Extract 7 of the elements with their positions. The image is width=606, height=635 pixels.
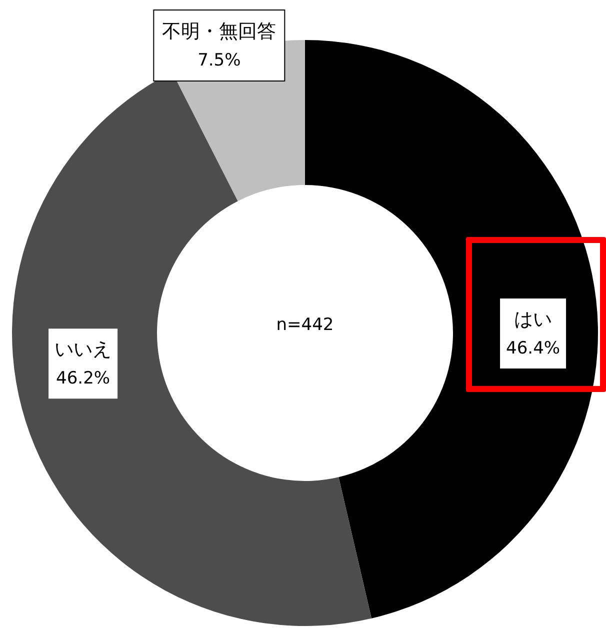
text: n=442 [276,315,334,335]
data-label: 46.4% [506,338,560,358]
data-label: 46.2% [56,368,110,389]
slice-label: いいえ [54,338,112,361]
slice-label: 不明・無回答 [162,20,276,42]
data-label: 7.5% [198,50,241,70]
slice-label: はい [514,308,552,330]
